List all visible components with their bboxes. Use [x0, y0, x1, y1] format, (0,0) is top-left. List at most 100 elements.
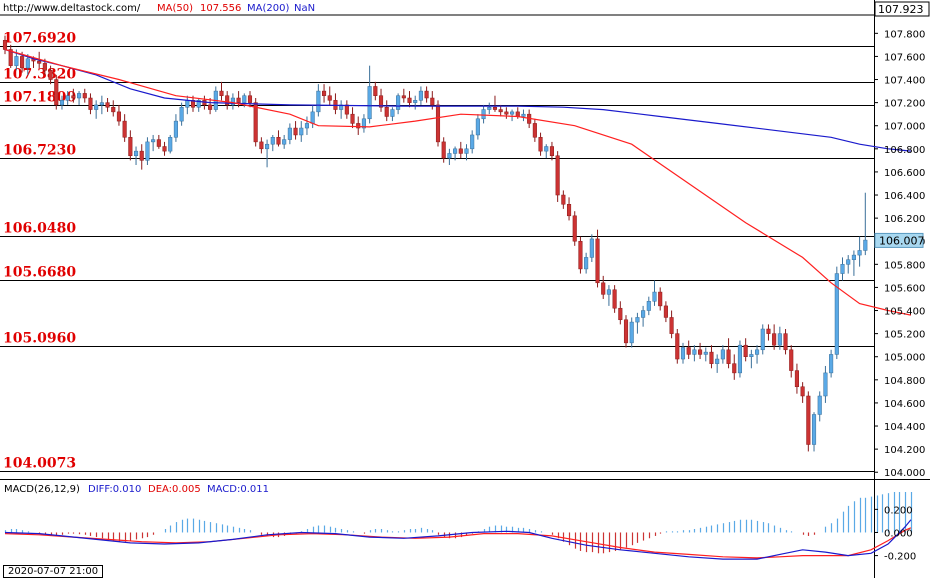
candle-body: [715, 358, 720, 364]
candle-body: [413, 100, 418, 103]
level-label: 106.7230: [3, 143, 76, 159]
candle-body: [71, 95, 76, 99]
candle-body: [265, 143, 270, 150]
candle-body: [276, 137, 281, 145]
candle-body: [418, 90, 423, 101]
price-tick-label: 107.600: [884, 52, 925, 63]
candle-body: [350, 113, 355, 124]
candle-body: [384, 106, 389, 117]
candle-body: [783, 333, 788, 351]
candle-body: [435, 104, 441, 143]
candle-body: [692, 349, 697, 355]
candle-body: [287, 127, 292, 140]
candle-body: [430, 97, 435, 106]
candle-body: [133, 150, 139, 157]
candle-body: [441, 141, 446, 159]
cursor-date: 2020-07-07 21:00: [3, 565, 104, 578]
candle-body: [777, 333, 782, 346]
candle-body: [743, 344, 748, 357]
candle-body: [732, 363, 737, 374]
candle-body: [247, 95, 253, 103]
candle-body: [25, 58, 30, 69]
level-label: 106.0480: [3, 221, 76, 237]
candle-body: [470, 134, 475, 150]
candle-body: [168, 137, 173, 152]
candle-body: [709, 351, 714, 364]
candle-body: [680, 347, 686, 360]
candle-body: [464, 148, 469, 154]
candle-body: [282, 139, 287, 145]
candle-body: [327, 95, 332, 101]
macd-tick-label: 0.200: [884, 505, 913, 516]
candle-body: [720, 349, 725, 360]
macd-diff-label: DIFF:0.010: [88, 484, 142, 495]
ma50-value: 107.556: [200, 3, 242, 14]
ma200-value: NaN: [294, 3, 316, 14]
price-tick-label: 107.000: [884, 122, 925, 133]
candle-body: [208, 104, 213, 110]
site-url[interactable]: http://www.deltastock.com/: [3, 3, 141, 14]
candle-body: [538, 137, 543, 152]
candle-body: [726, 349, 731, 364]
price-tick-label: 105.200: [884, 330, 925, 341]
moving-averages: [4, 48, 912, 316]
candle-body: [14, 56, 19, 66]
candle-body: [829, 354, 834, 374]
macd-value-label: MACD:0.011: [207, 484, 269, 495]
price-tick-label: 104.000: [884, 468, 925, 479]
candle-body: [270, 137, 275, 145]
candle-body: [378, 95, 384, 108]
candle-body: [65, 95, 70, 101]
candle-body: [510, 111, 515, 115]
candlestick-series: [2, 35, 868, 452]
candle-body: [584, 257, 589, 270]
candle-body: [54, 79, 59, 106]
candle-body: [48, 70, 53, 80]
price-tick-label: 104.800: [884, 376, 925, 387]
candle-body: [794, 370, 799, 388]
top-price-label: 107.923: [878, 3, 924, 16]
candle-body: [253, 102, 258, 143]
candle-body: [834, 273, 839, 355]
candle-body: [589, 238, 594, 258]
price-tick-label: 106.600: [884, 168, 925, 179]
candle-body: [373, 86, 378, 96]
candle-body: [396, 95, 401, 110]
candle-body: [88, 97, 93, 110]
price-axis: 107.800 107.600 107.400 107.200 107.000 106.8…: [874, 1, 930, 479]
candle-body: [521, 113, 526, 117]
candle-body: [686, 347, 691, 355]
candle-body: [304, 123, 310, 129]
candle-body: [259, 141, 264, 150]
macd-dea-label: DEA:0.005: [148, 484, 201, 495]
level-label: 105.6680: [3, 265, 76, 281]
candle-body: [116, 111, 121, 122]
candle-body: [122, 120, 127, 138]
candle-body: [37, 60, 42, 64]
price-tick-label: 106.200: [884, 214, 925, 225]
macd-label: MACD(26,12,9): [4, 484, 80, 495]
price-tick-label: 104.200: [884, 445, 925, 456]
candle-body: [532, 123, 537, 138]
candle-body: [242, 95, 247, 103]
candle-body: [635, 317, 640, 323]
candle-body: [669, 317, 674, 334]
top-price-box: [874, 1, 930, 17]
candle-body: [612, 289, 617, 309]
price-tick-label: 106.400: [884, 191, 925, 202]
candle-body: [299, 127, 304, 136]
candle-body: [151, 139, 156, 143]
candle-body: [185, 100, 190, 108]
price-tick-label: 105.000: [884, 353, 925, 364]
candle-body: [105, 102, 110, 108]
candle-body: [230, 97, 235, 106]
candle-body: [401, 95, 406, 99]
candle-body: [698, 349, 703, 355]
candle-body: [2, 40, 8, 50]
candle-body: [623, 319, 629, 344]
candle-body: [20, 56, 25, 69]
candle-body: [806, 395, 811, 445]
ma50-label: MA(50): [157, 3, 193, 14]
candle-body: [658, 291, 663, 307]
candle-body: [675, 333, 680, 360]
